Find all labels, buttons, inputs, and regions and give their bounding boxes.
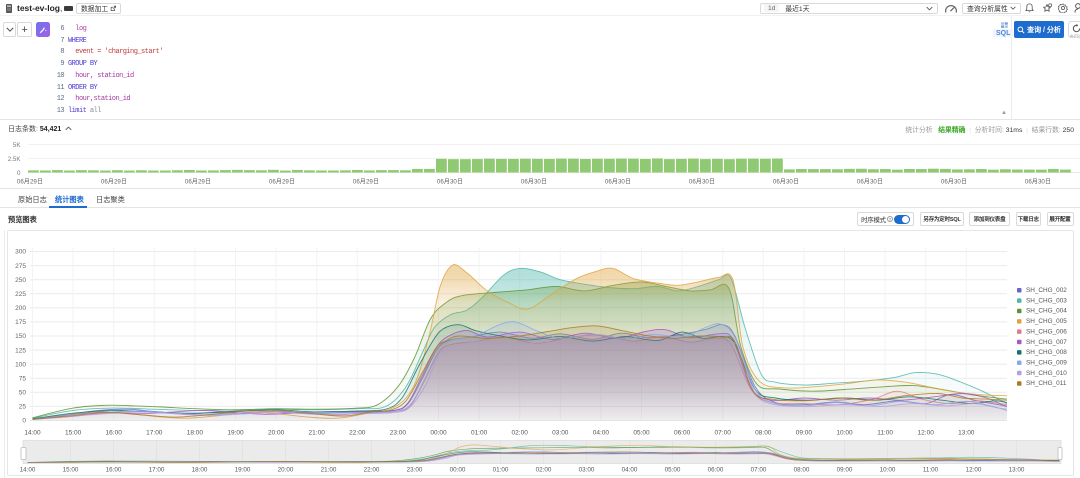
svg-text:19:00: 19:00 [227,430,244,437]
svg-text:12:00: 12:00 [966,467,982,474]
svg-text:06月30日: 06月30日 [1025,179,1051,186]
svg-text:09:00: 09:00 [796,430,813,437]
svg-text:2.5K: 2.5K [8,156,22,163]
svg-text:02:00: 02:00 [536,467,552,474]
svg-text:06月29日: 06月29日 [101,179,127,186]
svg-text:02:00: 02:00 [512,430,529,437]
svg-text:09:00: 09:00 [837,467,853,474]
svg-text:12:00: 12:00 [918,430,935,437]
svg-text:04:00: 04:00 [622,467,638,474]
svg-text:10:00: 10:00 [880,467,896,474]
svg-text:17:00: 17:00 [146,430,163,437]
svg-text:SH_CHG_007: SH_CHG_007 [1026,339,1067,346]
svg-text:175: 175 [15,319,26,326]
svg-text:15:00: 15:00 [65,430,82,437]
svg-text:25: 25 [19,404,27,411]
svg-text:225: 225 [15,291,26,298]
svg-text:04:00: 04:00 [593,430,610,437]
svg-text:01:00: 01:00 [493,467,509,474]
svg-text:08:00: 08:00 [794,467,810,474]
svg-text:0: 0 [22,418,26,425]
svg-text:11:00: 11:00 [877,430,893,437]
svg-text:13:00: 13:00 [1009,467,1025,474]
svg-text:06月29日: 06月29日 [17,179,43,186]
svg-text:20:00: 20:00 [268,430,285,437]
svg-text:SH_CHG_006: SH_CHG_006 [1026,328,1067,335]
svg-text:03:00: 03:00 [552,430,569,437]
svg-text:08:00: 08:00 [755,430,772,437]
svg-text:06月30日: 06月30日 [605,179,631,186]
svg-text:SH_CHG_009: SH_CHG_009 [1026,360,1067,367]
svg-text:75: 75 [19,376,27,383]
svg-text:01:00: 01:00 [471,430,488,437]
svg-text:50: 50 [19,390,27,397]
svg-text:SH_CHG_004: SH_CHG_004 [1026,308,1067,315]
svg-text:SH_CHG_002: SH_CHG_002 [1026,287,1067,294]
svg-text:18:00: 18:00 [192,467,208,474]
svg-text:16:00: 16:00 [106,430,123,437]
svg-text:100: 100 [15,361,26,368]
svg-text:22:00: 22:00 [349,430,366,437]
svg-text:125: 125 [15,347,26,354]
svg-text:250: 250 [15,277,26,284]
svg-text:03:00: 03:00 [579,467,595,474]
svg-text:17:00: 17:00 [149,467,165,474]
svg-text:00:00: 00:00 [450,467,466,474]
svg-text:05:00: 05:00 [633,430,650,437]
svg-text:15:00: 15:00 [63,467,79,474]
svg-text:18:00: 18:00 [187,430,204,437]
svg-text:16:00: 16:00 [106,467,122,474]
svg-text:07:00: 07:00 [715,430,732,437]
svg-text:05:00: 05:00 [665,467,681,474]
svg-text:06月30日: 06月30日 [437,179,463,186]
svg-text:00:00: 00:00 [430,430,447,437]
svg-text:SH_CHG_005: SH_CHG_005 [1026,318,1067,325]
svg-text:150: 150 [15,333,26,340]
svg-text:SH_CHG_010: SH_CHG_010 [1026,370,1067,377]
svg-text:06月30日: 06月30日 [857,179,883,186]
svg-text:06:00: 06:00 [674,430,691,437]
svg-text:06月30日: 06月30日 [941,179,967,186]
svg-text:13:00: 13:00 [958,430,975,437]
svg-text:300: 300 [15,249,26,256]
svg-text:14:00: 14:00 [24,430,41,437]
svg-text:19:00: 19:00 [235,467,251,474]
svg-text:20:00: 20:00 [278,467,294,474]
svg-text:5K: 5K [13,142,21,149]
svg-text:11:00: 11:00 [923,467,939,474]
svg-text:21:00: 21:00 [321,467,337,474]
svg-text:06月30日: 06月30日 [773,179,799,186]
svg-text:10:00: 10:00 [836,430,853,437]
svg-text:SH_CHG_003: SH_CHG_003 [1026,297,1067,304]
svg-text:275: 275 [15,263,26,270]
svg-text:0: 0 [17,170,21,177]
svg-text:22:00: 22:00 [364,467,380,474]
svg-text:07:00: 07:00 [751,467,767,474]
svg-text:06月29日: 06月29日 [269,179,295,186]
svg-text:06月30日: 06月30日 [521,179,547,186]
svg-text:SH_CHG_011: SH_CHG_011 [1026,380,1067,387]
svg-text:23:00: 23:00 [407,467,423,474]
svg-text:21:00: 21:00 [309,430,326,437]
svg-text:06月29日: 06月29日 [185,179,211,186]
svg-text:200: 200 [15,305,26,312]
svg-text:14:00: 14:00 [20,467,36,474]
svg-text:SH_CHG_008: SH_CHG_008 [1026,349,1067,356]
svg-text:06:00: 06:00 [708,467,724,474]
svg-text:06月30日: 06月30日 [689,179,715,186]
svg-text:06月29日: 06月29日 [353,179,379,186]
svg-text:23:00: 23:00 [390,430,407,437]
